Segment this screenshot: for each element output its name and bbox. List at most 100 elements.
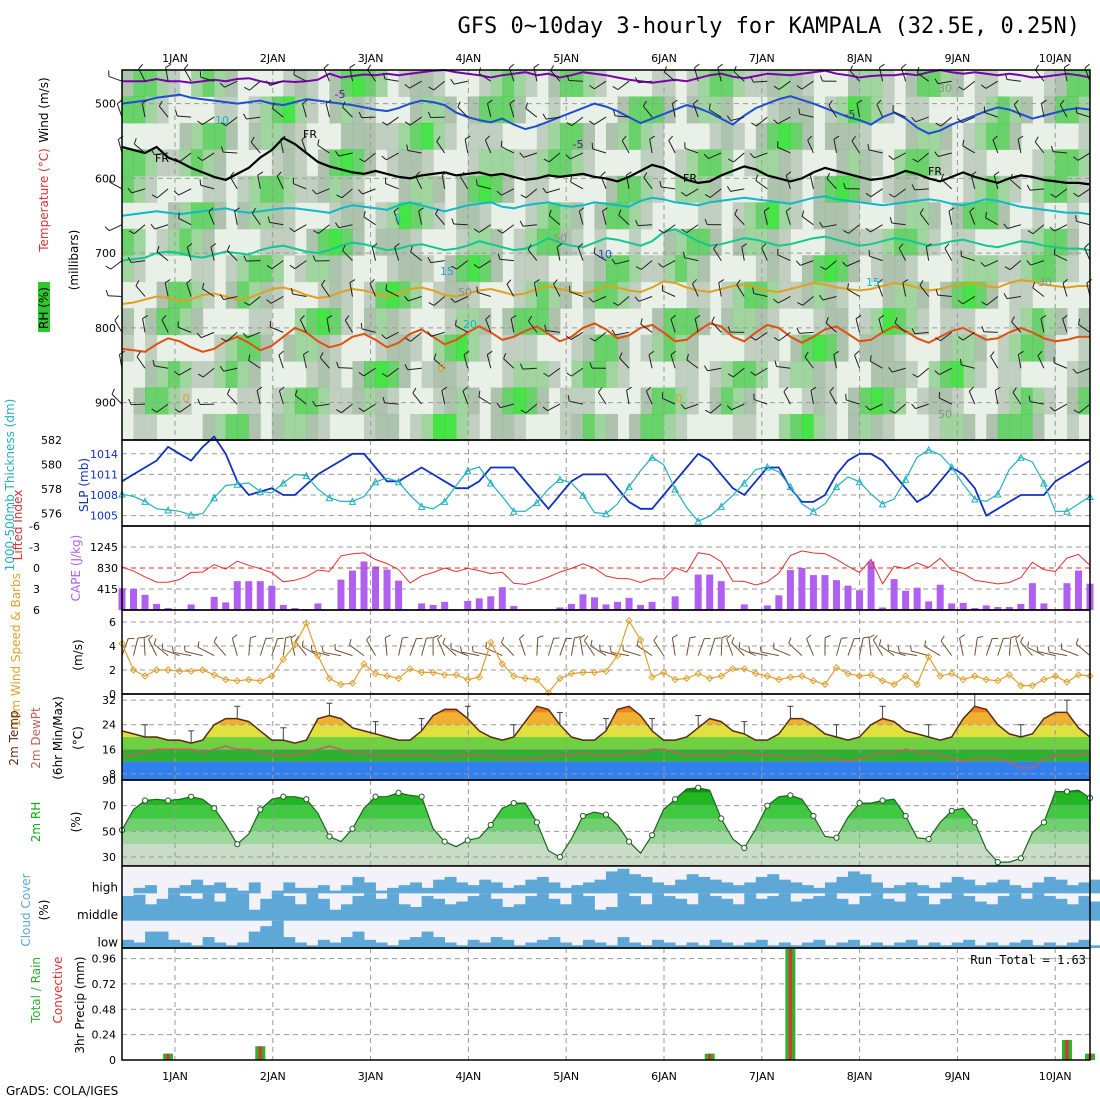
wind-barb-feather (174, 408, 180, 413)
wind-barb-feather (940, 173, 945, 180)
rh-shade-cell (848, 175, 861, 203)
cloud-cell-low (1020, 939, 1033, 948)
wind-speed-point (659, 668, 668, 677)
wind-barb-feather (135, 280, 140, 287)
wind-speed-point (498, 660, 506, 668)
wind-barb (869, 403, 883, 411)
wind-barb (487, 103, 492, 118)
wind-barb-feather (833, 135, 840, 140)
wind-barb (925, 246, 930, 261)
rh-shade-cell (594, 255, 607, 283)
rh-shade-cell (1055, 70, 1068, 97)
rh-shade-cell (271, 202, 284, 230)
wind-barb (800, 260, 814, 266)
wind-barb (877, 283, 884, 297)
precip-tick-label: 0.72 (92, 978, 117, 991)
wind-barb (364, 152, 376, 163)
cape-bar (337, 579, 345, 610)
rh-shade-cell (410, 149, 423, 177)
rh-shade-cell (202, 361, 215, 389)
rh-shade-cell (133, 228, 146, 256)
rh-shade-cell (778, 413, 791, 441)
contour-label: 50 (458, 286, 472, 299)
cape-bar (279, 604, 287, 610)
rh-shade-cell (364, 281, 377, 309)
wind-barb-feather (436, 136, 441, 142)
wind-barb-feather (220, 146, 224, 153)
wind-barb-feather (196, 332, 202, 338)
rh-shade-cell (848, 255, 861, 283)
wind-barb (430, 260, 445, 264)
legend-li: Lifted Index (11, 490, 25, 561)
rh-shade-cell (732, 281, 745, 309)
cloud-cell-middle (940, 898, 953, 921)
wind-barb-feather (759, 646, 762, 653)
wind-barb (961, 255, 975, 262)
wind-barb-feather (888, 367, 893, 373)
wind-barb (179, 152, 192, 162)
wind-barb (1009, 260, 1022, 270)
wind-barb-feather (597, 387, 603, 393)
cloud-cell-middle (859, 896, 872, 921)
rh-shade-cell (894, 202, 907, 230)
rh-shade-cell (145, 308, 158, 336)
wind-barb (968, 391, 976, 405)
wind-barb (522, 224, 537, 227)
rh-point (303, 796, 310, 803)
contour-label: 0 (183, 392, 190, 405)
rh-shade-cell (502, 70, 515, 97)
wind-barb (527, 249, 538, 261)
wind-barb (349, 644, 365, 657)
rh-shade-cell (640, 334, 653, 362)
wind-barb-feather (672, 99, 678, 104)
rh-shade-cell (755, 334, 768, 362)
wind-barb (486, 354, 492, 369)
rh-shade-cell (168, 361, 181, 389)
wind-barb (431, 331, 445, 337)
cloud-cell-middle (548, 898, 561, 921)
rh-shade-cell (502, 175, 515, 203)
wind-barb (502, 224, 515, 234)
wind-barb-feather (310, 645, 313, 652)
day-label-top: 8JAN (847, 52, 873, 65)
rh-shade-cell (191, 70, 204, 97)
cape-bar (429, 604, 437, 610)
rh-point (856, 800, 863, 807)
wind-barb (276, 176, 284, 190)
wind-barb (109, 181, 123, 190)
cloud-cell-middle (260, 898, 273, 921)
wind-barb-feather (1003, 223, 1008, 229)
rh-shade-cell (340, 122, 353, 150)
wind-barb-feather (150, 149, 155, 155)
wind-barb-feather (473, 228, 480, 233)
wind-speed-point (314, 651, 322, 660)
rh-shade-cell (214, 149, 227, 177)
rh-shade-cell (894, 175, 907, 203)
rh-shade-cell (824, 334, 837, 362)
rh-shade-cell (882, 228, 895, 256)
rh-shade-cell (283, 149, 296, 177)
wind-barb (398, 637, 403, 656)
rh-shade-cell (179, 281, 192, 309)
wind-barb (500, 403, 514, 409)
wind-barb-feather (657, 262, 664, 268)
wind-barb (179, 403, 192, 413)
wind-barb-feather (1017, 135, 1024, 140)
cape-tick-label: 830 (97, 562, 118, 575)
wind-barb (318, 224, 330, 234)
precip-tick-label: 0.24 (92, 1029, 117, 1042)
wind-barb (734, 214, 745, 226)
wind-barb-feather (824, 635, 831, 639)
wind-barb-feather (404, 121, 411, 126)
rh-point (464, 837, 471, 844)
rh-shade-cell (168, 70, 181, 97)
wind-barb (202, 116, 215, 125)
rh-shade-cell (479, 202, 492, 230)
cloud-cell-middle (1020, 898, 1033, 921)
wind-barb (523, 152, 538, 158)
wind-barb (1076, 112, 1091, 118)
rh-shade-cell (479, 255, 492, 283)
rh-shade-cell (997, 413, 1010, 441)
wind-barb-feather (325, 99, 332, 104)
wind-barb-feather (785, 171, 792, 176)
